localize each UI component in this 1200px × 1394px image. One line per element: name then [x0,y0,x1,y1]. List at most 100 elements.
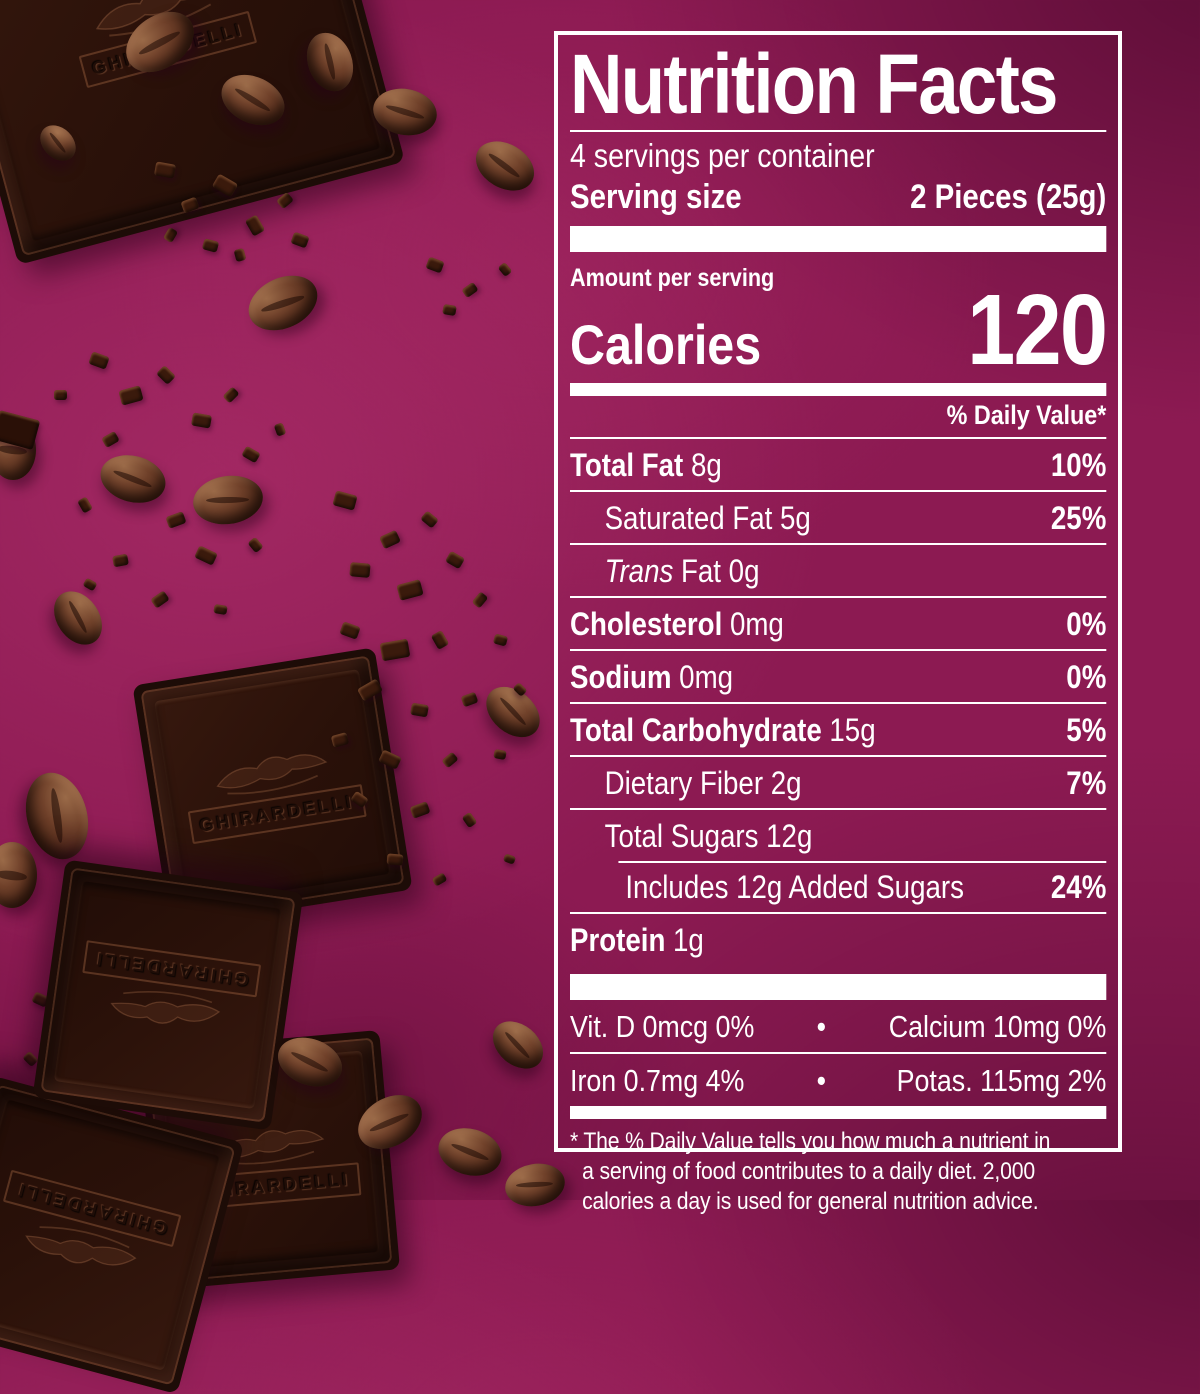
cocoa-nib [461,811,478,829]
nutrient-dv: 0% [1066,659,1107,696]
vitamin-right: Calcium 10mg 0% [888,1009,1107,1045]
cocoa-bean [501,1159,569,1211]
calories-value: 120 [967,274,1108,387]
cocoa-nib [493,749,507,760]
nutrient-row-trans-fat: Trans Fat 0g [570,543,1107,596]
cocoa-nib [461,281,479,299]
cocoa-nib [442,303,457,317]
cocoa-nib [101,430,120,449]
cocoa-nib [379,638,411,662]
cocoa-nib [420,510,439,529]
chocolate-square-face: GHIRARDELLI [0,1099,221,1371]
nutrient-row-total-carbohydrate: Total Carbohydrate 15g 5% [570,702,1107,755]
nutrition-facts-label: Nutrition Facts 4 servings per container… [554,31,1122,1215]
nutrient-dv: 7% [1066,765,1107,802]
cocoa-nib [191,412,212,429]
vitamin-right: Potas. 115mg 2% [896,1063,1107,1099]
nutrient-dv: 10% [1050,447,1107,484]
cocoa-nib [213,603,228,616]
cocoa-bean [433,1121,507,1183]
calories-label: Calories [570,313,762,377]
nutrient-name: Cholesterol [570,606,723,643]
cocoa-nib [150,590,170,609]
cocoa-nib [241,445,261,464]
nutrient-name-italic: Trans [604,553,674,590]
footnote-line: calories a day is used for general nutri… [582,1187,1039,1215]
cocoa-bean [483,1011,553,1079]
nutrient-row-total-fat: Total Fat 8g 10% [570,437,1107,490]
nutrient-row-protein: Protein 1g [570,912,1107,965]
cocoa-nib [425,256,445,274]
cocoa-nib [273,422,287,437]
cocoa-nib [244,214,266,237]
product-nutrition-graphic: { "colors": { "background": "#8c1a52", "… [0,0,1200,1200]
chocolate-square-face: GHIRARDELLI [53,880,283,1110]
nutrient-row-cholesterol: Cholesterol 0mg 0% [570,596,1107,649]
cocoa-nib [82,577,98,592]
nutrient-name: Saturated Fat 5g [604,500,811,537]
calories-row: Calories 120 [570,274,1108,387]
cocoa-nib [349,562,371,578]
nutrient-row-added-sugars: Includes 12g Added Sugars 24% [570,861,1107,912]
amount-per-serving-label: Amount per serving [570,264,775,293]
serving-size-label: Serving size [570,178,742,217]
cocoa-nib [386,853,404,866]
nutrient-name: Dietary Fiber 2g [604,765,802,802]
chocolate-square: GHIRARDELLI [32,859,304,1131]
vitamin-left: Iron 0.7mg 4% [570,1063,745,1099]
cocoa-nib [460,691,479,708]
cocoa-nib [430,630,450,650]
nutrient-name: Total Sugars 12g [604,818,813,855]
cocoa-nib [156,365,176,385]
bullet-separator: • [816,1063,827,1099]
daily-value-footnote: * The % Daily Value tells you how much a… [570,1127,1106,1217]
nutrient-amount: Fat 0g [673,553,760,590]
nutrient-row-sodium: Sodium 0mg 0% [570,649,1107,702]
nutrient-amount: 1g [665,922,704,959]
nutrient-name: Sodium [570,659,672,696]
nutrient-name: Total Fat [570,447,684,484]
cocoa-nib [54,390,67,400]
daily-value-header: % Daily Value* [946,400,1107,431]
cocoa-bean [44,582,112,654]
serving-size-value: 2 Pieces (25g) [910,178,1107,217]
cocoa-nib [118,385,144,406]
cocoa-nib [339,621,361,640]
chocolate-square: GHIRARDELLI [132,647,413,928]
cocoa-nib [112,553,129,568]
vitamin-left: Vit. D 0mcg 0% [570,1009,755,1045]
nutrient-dv: 24% [1050,869,1107,906]
cocoa-nib [492,633,509,647]
cocoa-nib [290,231,310,249]
nutrient-dv: 5% [1066,712,1107,749]
nutrient-name: Total Carbohydrate [570,712,822,749]
cocoa-nib [222,386,240,404]
cocoa-nib [471,591,489,609]
thick-separator-bar [570,226,1107,253]
nutrient-row-saturated-fat: Saturated Fat 5g 25% [570,490,1107,543]
chocolate-square-face: GHIRARDELLI [154,669,391,906]
nutrient-amount: 15g [821,712,876,749]
cocoa-nib [431,872,448,887]
cocoa-nib [379,529,401,550]
bullet-separator: • [816,1009,827,1045]
nutrient-amount: 0mg [722,606,784,643]
footnote-line: * The % Daily Value tells you how much a… [570,1128,1051,1156]
nutrient-amount: 8g [683,447,722,484]
cocoa-nib [332,490,358,511]
medium-separator-bar [570,1106,1107,1120]
cocoa-nib [77,496,93,514]
eagle-emboss-icon [110,991,221,1025]
nutrition-facts-content: Nutrition Facts 4 servings per container… [570,42,1108,1217]
serving-size-row: Serving size 2 Pieces (25g) [570,177,1106,218]
nutrient-row-dietary-fiber: Dietary Fiber 2g 7% [570,755,1107,808]
eagle-emboss-icon [215,754,327,795]
medium-separator-bar [570,383,1107,397]
cocoa-nib [497,262,513,277]
cocoa-nib [247,536,264,554]
footnote-line: a serving of food contributes to a daily… [582,1158,1035,1186]
nutrient-rows: Total Fat 8g 10% Saturated Fat 5g 25% Tr… [570,437,1107,965]
cocoa-bean [95,448,171,510]
cocoa-nib [233,247,247,263]
cocoa-nib [396,579,424,601]
